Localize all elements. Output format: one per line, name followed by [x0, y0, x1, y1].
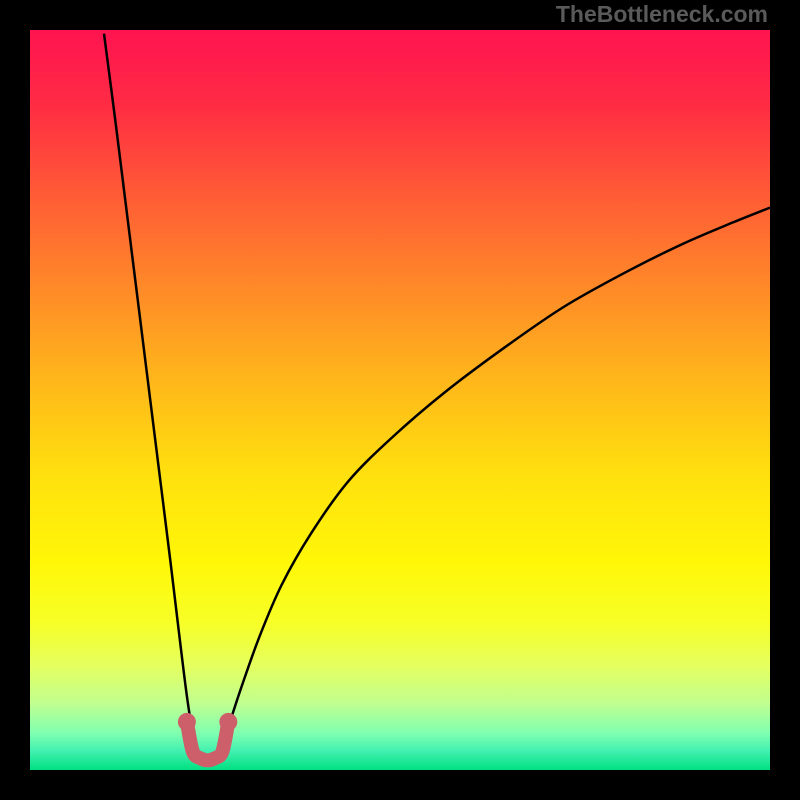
watermark-text: TheBottleneck.com: [556, 1, 768, 28]
optimal-marker-dot: [219, 713, 237, 731]
bottleneck-chart: [0, 0, 800, 800]
chart-frame: TheBottleneck.com: [0, 0, 800, 800]
optimal-marker-dot: [178, 713, 196, 731]
gradient-background: [30, 30, 770, 770]
